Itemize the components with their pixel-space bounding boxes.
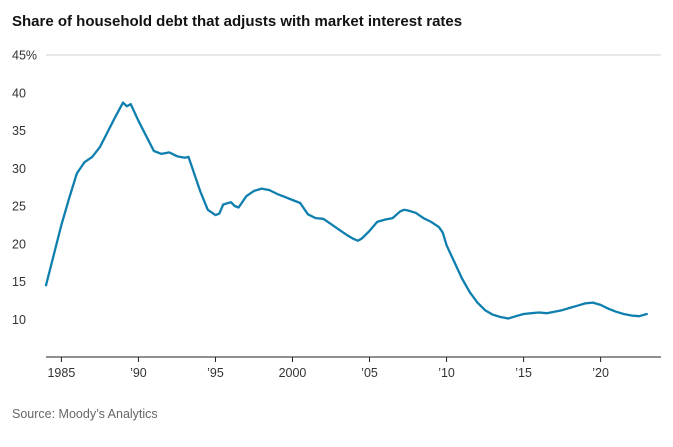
y-tick-label: 35 [12, 124, 26, 138]
y-tick-label: 30 [12, 162, 26, 176]
x-tick-label: ’05 [361, 366, 378, 380]
y-tick-label: 15 [12, 275, 26, 289]
x-tick-label: ’20 [592, 366, 609, 380]
x-tick-label: ’95 [207, 366, 224, 380]
chart-card: Share of household debt that adjusts wit… [12, 12, 661, 421]
y-tick-label: 25 [12, 200, 26, 214]
x-tick-label: ’10 [438, 366, 455, 380]
y-tick-label: 20 [12, 237, 26, 251]
source-note: Source: Moody’s Analytics [12, 407, 158, 421]
y-tick-label: 10 [12, 313, 26, 327]
chart-svg: 45% 40 35 30 25 20 15 10 1985 ’90 ’95 2000 ’05 ’10 ’15… [12, 49, 661, 380]
x-tick-label: 2000 [279, 366, 307, 380]
y-tick-label: 40 [12, 86, 26, 100]
debt-share-line [44, 101, 648, 320]
x-tick-label: ’90 [130, 366, 147, 380]
x-tick-label: 1985 [47, 366, 75, 380]
y-tick-label: 45% [12, 49, 37, 63]
chart-title: Share of household debt that adjusts wit… [12, 13, 463, 30]
x-tick-label: ’15 [515, 366, 532, 380]
